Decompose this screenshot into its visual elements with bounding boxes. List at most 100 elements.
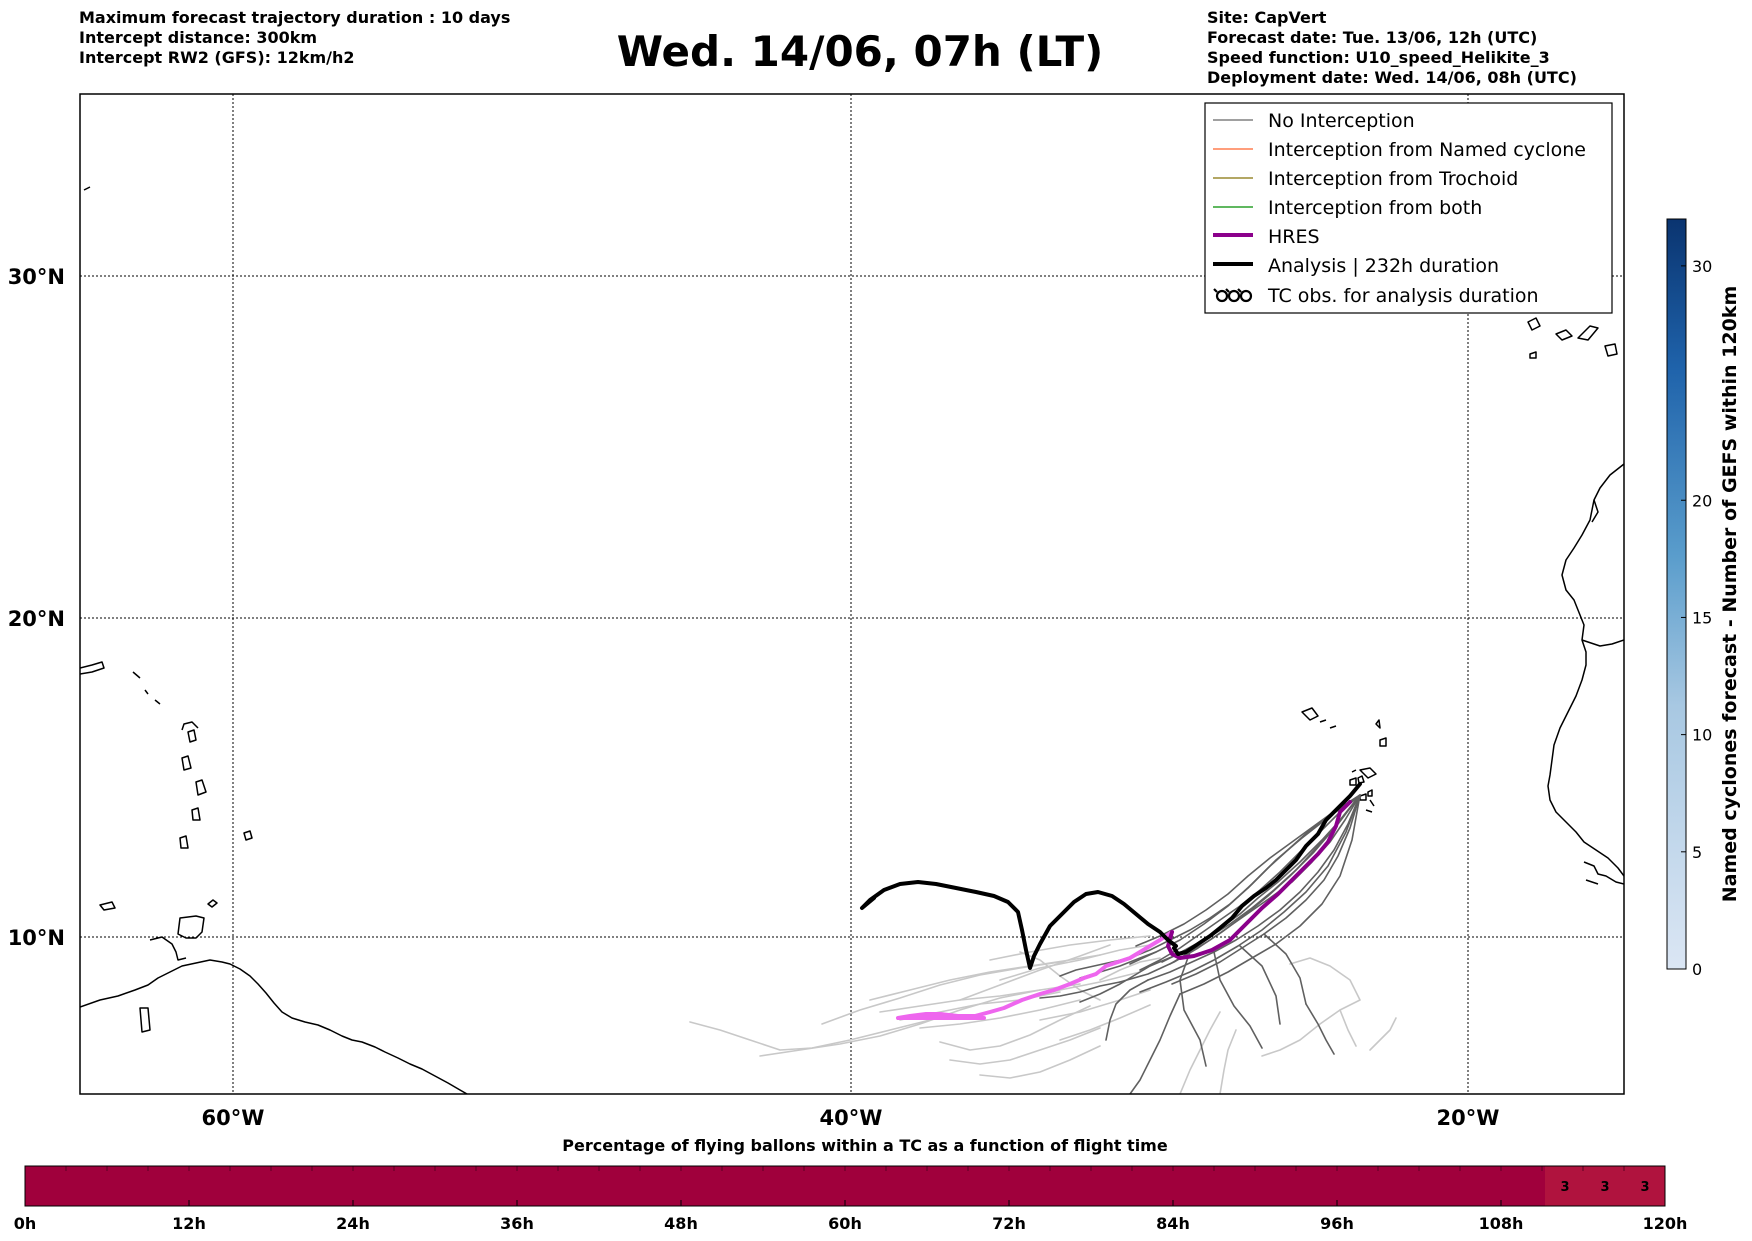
legend-label-no-interception: No Interception [1268, 110, 1415, 132]
guinea-bissau-islands [1583, 861, 1624, 885]
legend-label-both: Interception from both [1268, 197, 1482, 219]
tc-symbol-icon [1213, 288, 1253, 303]
timebar-tick-label: 96h [1320, 1214, 1354, 1233]
forecast-parameters: Maximum forecast trajectory duration : 1… [79, 8, 510, 68]
coastlines [80, 186, 1638, 1094]
mauritania-cape [1591, 499, 1599, 523]
colorbar-tick-label: 30 [1692, 257, 1712, 276]
site-info: Site: CapVert Forecast date: Tue. 13/06,… [1207, 8, 1577, 88]
timebar-late-value: 3 [1560, 1180, 1569, 1195]
hres-trajectory [896, 800, 1352, 1020]
map-frame [79, 93, 1625, 1095]
trinidad-island [177, 915, 205, 939]
venezuela-islands [99, 901, 151, 1033]
canary-islands [1527, 317, 1618, 359]
intercept-distance-text: Intercept distance: 300km [79, 28, 318, 47]
legend-label-analysis: Analysis | 232h duration [1268, 255, 1499, 277]
lesser-antilles-3 [195, 779, 207, 796]
timebar-late-value: 3 [1600, 1180, 1609, 1195]
colorbar-gradient [1666, 218, 1687, 970]
legend-entry-tc-obs: TC obs. for analysis duration [1213, 285, 1539, 307]
madeira [1632, 244, 1638, 248]
timebar-tick-label: 108h [1479, 1214, 1524, 1233]
page-title: Wed. 14/06, 07h (LT) [616, 27, 1104, 76]
legend-label-hres: HRES [1268, 226, 1320, 248]
colorbar-label: Named cyclones forecast - Number of GEFS… [1719, 286, 1741, 903]
gridlines [80, 94, 1624, 1094]
legend-box [1204, 102, 1613, 314]
hres-late-segment [1166, 800, 1352, 960]
timebar-late-value: 3 [1640, 1180, 1649, 1195]
timebar-late-cell [1585, 1166, 1625, 1206]
legend-entry-analysis: Analysis | 232h duration [1213, 255, 1499, 277]
virgin-islands [132, 671, 161, 705]
lat-label-30n: 30°N [8, 265, 65, 289]
cape-verde-south [1349, 769, 1373, 801]
timebar-tick-label: 24h [336, 1214, 370, 1233]
timebar-tick-label: 60h [828, 1214, 862, 1233]
timebar-tick-label: 72h [992, 1214, 1026, 1233]
hres-early-segment [896, 930, 1174, 1020]
timebar-fill [25, 1166, 1665, 1206]
timebar-tick-label: 0h [14, 1214, 37, 1233]
timebar-cells: 3 3 3 [25, 1166, 1665, 1206]
bermuda-dot [83, 186, 91, 191]
cyclone-colorbar: 0 5 10 15 20 30 Named cyclones forecast - Num… [1666, 218, 1741, 979]
tobago-island [207, 899, 218, 908]
legend-entry-named-cyclone: Interception from Named cyclone [1213, 139, 1586, 161]
legend-entry-both: Interception from both [1213, 197, 1482, 219]
timebar-tick-label: 84h [1156, 1214, 1190, 1233]
timebar-tick-label: 36h [500, 1214, 534, 1233]
longitude-labels: 60°W 40°W 20°W [202, 1106, 1500, 1130]
lesser-antilles-1 [187, 729, 197, 743]
legend-entry-hres: HRES [1213, 226, 1320, 248]
latitude-labels: 30°N 20°N 10°N [8, 265, 65, 950]
timebar-late-cell [1625, 1166, 1665, 1206]
south-america-coast [80, 959, 468, 1094]
lon-label-40w: 40°W [820, 1106, 883, 1130]
colorbar-tick-label: 15 [1692, 608, 1712, 627]
timebar-ticks: 0h 12h 24h 36h 48h 60h 72h 84h 96h 108h 120h [14, 1200, 1688, 1233]
map-legend: No Interception Interception from Named … [1204, 102, 1613, 314]
intercept-rw2-text: Intercept RW2 (GFS): 12km/h2 [79, 48, 355, 67]
gulf-of-paria-coast [149, 936, 187, 961]
barbados-island [243, 830, 253, 841]
map-panel: 30°N 20°N 10°N 60°W 40°W 20°W No Interce… [8, 93, 1638, 1130]
legend-label-tc-obs: TC obs. for analysis duration [1267, 285, 1539, 307]
colorbar-tick-label: 20 [1692, 491, 1712, 510]
timebar-tick-label: 12h [172, 1214, 206, 1233]
timebar-late-cell [1545, 1166, 1585, 1206]
analysis-trajectory [860, 782, 1362, 970]
speed-function-text: Speed function: U10_speed_Helikite_3 [1207, 48, 1550, 67]
africa-coast [1547, 463, 1624, 877]
lat-label-10n: 10°N [8, 926, 65, 950]
legend-label-trochoid: Interception from Trochoid [1268, 168, 1518, 190]
colorbar-tick-label: 10 [1692, 726, 1712, 745]
colorbar-tick-label: 0 [1692, 960, 1702, 979]
timebar-tick-label: 120h [1643, 1214, 1688, 1233]
cape-verde-north [1301, 707, 1387, 747]
max-duration-text: Maximum forecast trajectory duration : 1… [79, 8, 511, 27]
legend-entry-no-interception: No Interception [1213, 110, 1415, 132]
lesser-antilles-5 [179, 835, 189, 849]
flight-time-bar: Percentage of flying ballons within a TC… [14, 1136, 1688, 1233]
cape-verde-east [1359, 767, 1377, 813]
deployment-date-text: Deployment date: Wed. 14/06, 08h (UTC) [1207, 68, 1577, 87]
lesser-antilles-6 [181, 721, 199, 731]
colorbar-tick-label: 5 [1692, 843, 1702, 862]
lon-label-20w: 20°W [1437, 1106, 1500, 1130]
colorbar-ticks: 0 5 10 15 20 30 [1681, 257, 1712, 979]
senegal-coast [1581, 639, 1624, 647]
legend-entry-trochoid: Interception from Trochoid [1213, 168, 1518, 190]
lesser-antilles-2 [181, 755, 192, 771]
site-text: Site: CapVert [1207, 8, 1327, 27]
lon-label-60w: 60°W [202, 1106, 265, 1130]
lesser-antilles-4 [191, 807, 201, 821]
timebar-title: Percentage of flying ballons within a TC… [562, 1136, 1168, 1155]
lat-label-20n: 20°N [8, 607, 65, 631]
legend-label-named-cyclone: Interception from Named cyclone [1268, 139, 1586, 161]
forecast-date-text: Forecast date: Tue. 13/06, 12h (UTC) [1207, 28, 1538, 47]
puerto-rico-coast [80, 661, 105, 675]
timebar-tick-label: 48h [664, 1214, 698, 1233]
